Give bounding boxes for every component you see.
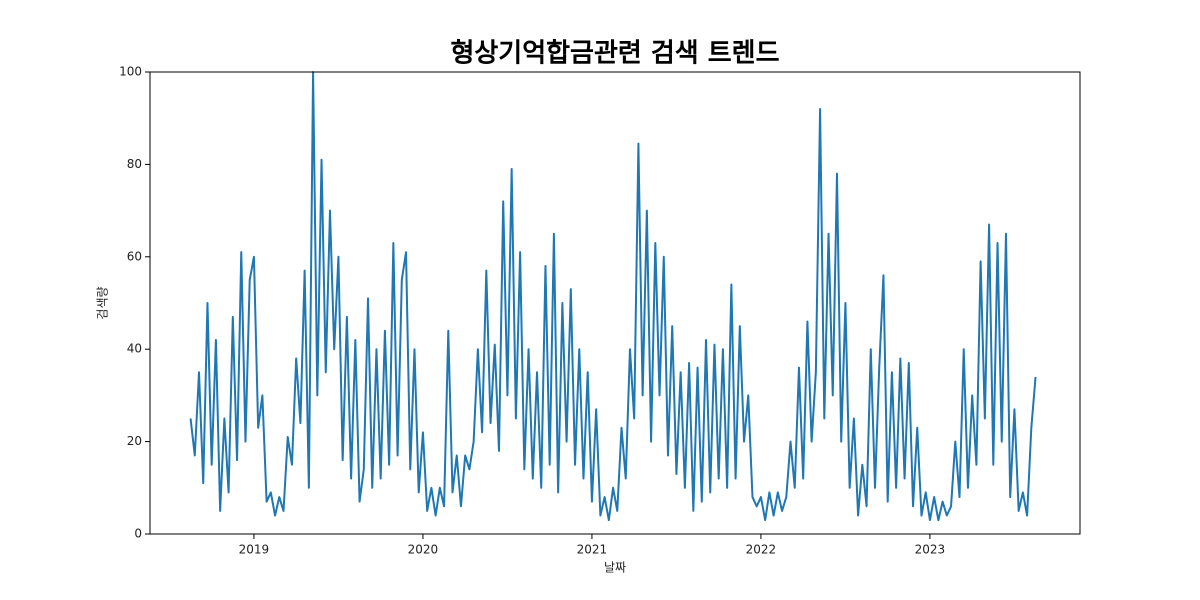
chart-title: 형상기억합금관련 검색 트렌드: [450, 39, 779, 69]
y-tick-label: 100: [119, 65, 142, 79]
y-axis-label: 검색량: [96, 286, 110, 319]
y-tick-label: 80: [127, 157, 142, 171]
data-line: [189, 71, 1037, 522]
x-tick-label: 2022: [746, 543, 777, 557]
plot-frame: [149, 71, 1081, 535]
x-tick-label: 2023: [915, 543, 946, 557]
y-tick-label: 0: [134, 527, 142, 541]
x-axis-label: 날짜: [604, 561, 626, 575]
x-tick-label: 2019: [239, 543, 270, 557]
y-tick-label: 60: [127, 249, 142, 263]
x-tick-label: 2021: [577, 543, 608, 557]
y-tick-label: 40: [127, 342, 142, 356]
y-tick-label: 20: [127, 434, 142, 448]
x-tick-label: 2020: [408, 543, 439, 557]
